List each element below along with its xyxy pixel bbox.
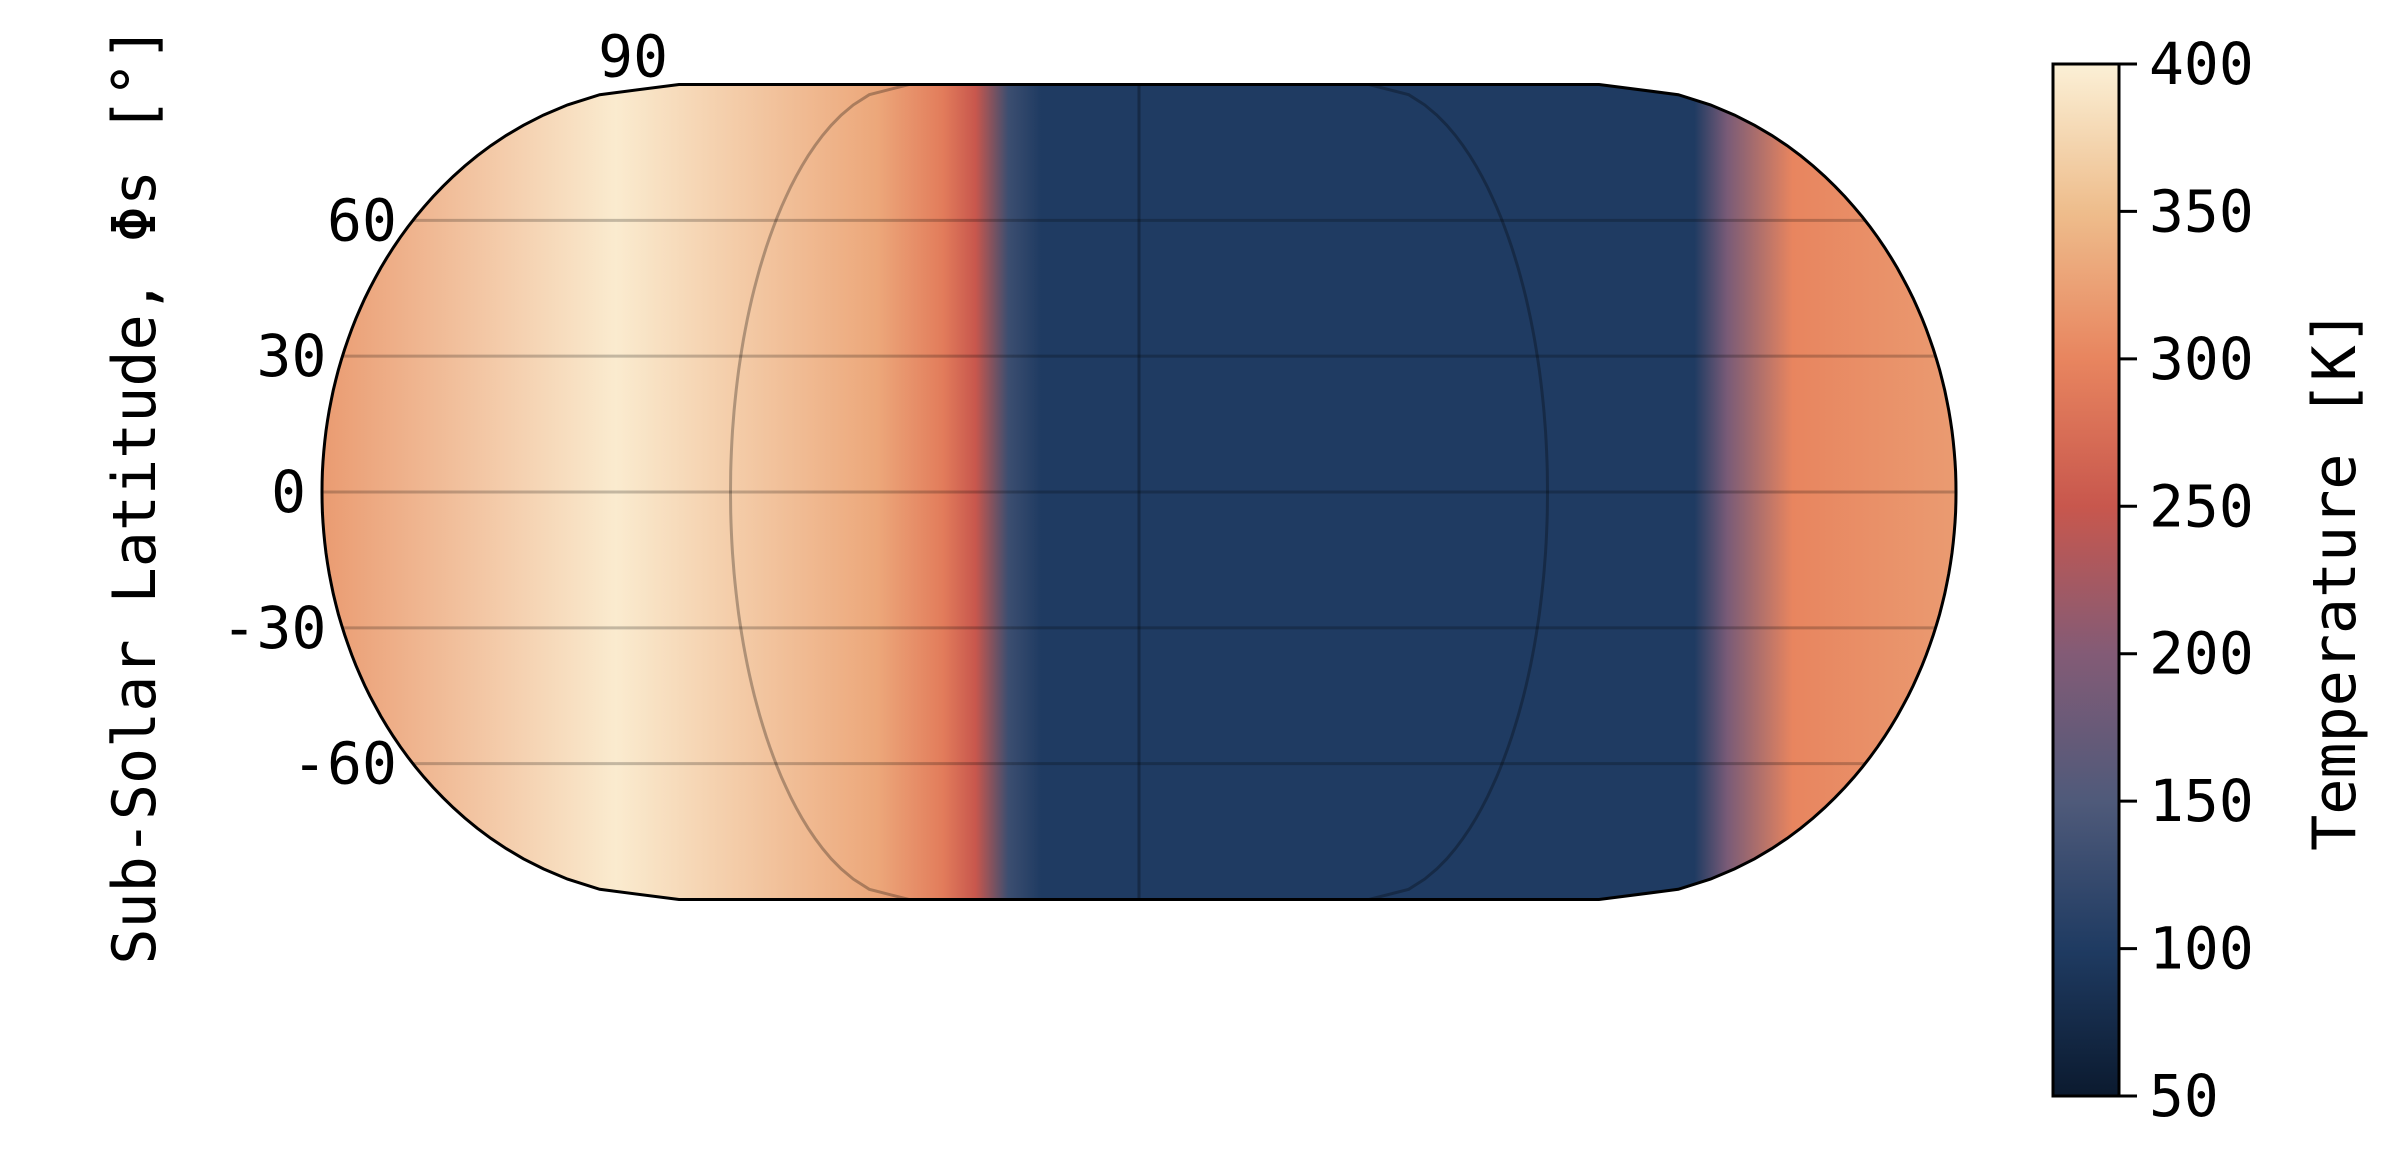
colorbar-gradient: [2051, 62, 2121, 1098]
colorbar-tick-label: 300: [2149, 325, 2254, 393]
colorbar: 400 350 300 250 200 150 100 50 Temperature [K]: [2051, 30, 2370, 1130]
colorbar-tick-label: 150: [2149, 767, 2254, 835]
y-tick-label: 90: [598, 23, 668, 91]
y-tick-label: 0: [271, 458, 306, 526]
colorbar-ticks: 400 350 300 250 200 150 100 50: [2119, 30, 2254, 1130]
temperature-map: [322, 84, 1956, 900]
meridian-gridline: [728, 84, 910, 900]
y-tick-label: -60: [292, 730, 397, 798]
colorbar-tick-label: 50: [2149, 1062, 2219, 1130]
map-panel: [320, 83, 1958, 901]
colorbar-tick-label: 200: [2149, 620, 2254, 688]
y-tick-label: 60: [327, 186, 397, 254]
y-tick-label: -30: [222, 594, 327, 662]
colorbar-tick-label: 100: [2149, 915, 2254, 983]
colorbar-label: Temperature [K]: [2300, 309, 2370, 851]
colorbar-tick-label: 400: [2149, 30, 2254, 98]
map-outline: [320, 83, 1958, 901]
colorbar-tick-label: 250: [2149, 472, 2254, 540]
y-tick-label: 30: [257, 322, 327, 390]
colorbar-tick-label: 350: [2149, 177, 2254, 245]
meridian-gridline: [1368, 84, 1550, 900]
y-axis-label: Sub-Solar Latitude, Φs [°]: [100, 25, 170, 964]
grid-lines: [322, 84, 1956, 900]
